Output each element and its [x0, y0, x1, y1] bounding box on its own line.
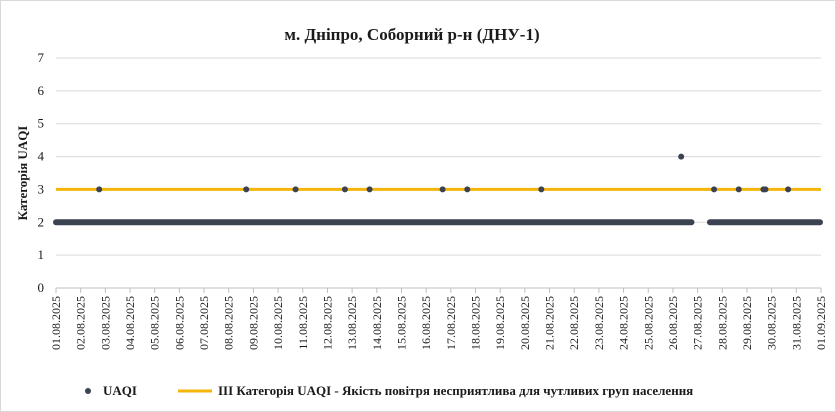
grid-lines	[55, 57, 822, 293]
y-tick-labels: 0 1 2 3 4 5 6 7	[38, 50, 45, 295]
uaqi-point	[341, 186, 348, 193]
uaqi-series	[53, 153, 823, 226]
x-tick-label: 20.08.2025	[518, 296, 532, 350]
y-tick-label: 5	[38, 116, 45, 131]
legend-threshold-label: ІІІ Категорія UAQI - Якість повітря несп…	[218, 383, 693, 398]
y-tick-label: 2	[38, 214, 45, 229]
x-tick-label: 14.08.2025	[370, 296, 384, 350]
uaqi-point	[762, 186, 769, 193]
x-tick-label: 29.08.2025	[740, 296, 754, 350]
x-tick-label: 05.08.2025	[148, 296, 162, 350]
x-tick-label: 19.08.2025	[493, 296, 507, 350]
x-tick-label: 01.08.2025	[49, 296, 63, 350]
legend: UAQI ІІІ Категорія UAQI - Якість повітря…	[85, 383, 693, 398]
x-tick-labels: 01.08.2025 02.08.2025 03.08.2025 04.08.2025…	[49, 296, 828, 350]
chart-title: м. Дніпро, Соборний р-н (ДНУ-1)	[284, 25, 539, 44]
y-tick-label: 6	[38, 83, 45, 98]
x-tick-label: 03.08.2025	[98, 296, 112, 350]
x-tick-label: 25.08.2025	[641, 296, 655, 350]
x-tick-label: 17.08.2025	[444, 296, 458, 350]
uaqi-point	[366, 186, 373, 193]
uaqi-point	[243, 186, 250, 193]
x-tick-label: 11.08.2025	[296, 296, 310, 350]
x-tick-label: 07.08.2025	[197, 296, 211, 350]
x-tick-label: 01.09.2025	[814, 296, 828, 350]
uaqi-point	[711, 186, 718, 193]
x-tick-label: 24.08.2025	[617, 296, 631, 350]
y-tick-label: 0	[38, 280, 45, 295]
y-tick-label: 4	[38, 149, 45, 164]
x-tick-label: 28.08.2025	[715, 296, 729, 350]
x-tick-label: 10.08.2025	[271, 296, 285, 350]
legend-uaqi-marker	[85, 388, 91, 394]
x-tick-label: 30.08.2025	[765, 296, 779, 350]
x-tick-label: 31.08.2025	[789, 296, 803, 350]
uaqi-point	[678, 153, 685, 160]
y-tick-label: 3	[38, 181, 45, 196]
x-tick-label: 16.08.2025	[419, 296, 433, 350]
x-tick-label: 18.08.2025	[469, 296, 483, 350]
y-tick-label: 1	[38, 247, 45, 262]
x-tick-label: 15.08.2025	[394, 296, 408, 350]
y-tick-label: 7	[38, 50, 45, 65]
x-tick-label: 27.08.2025	[691, 296, 705, 350]
x-tick-label: 04.08.2025	[123, 296, 137, 350]
x-tick-label: 13.08.2025	[345, 296, 359, 350]
x-tick-label: 23.08.2025	[592, 296, 606, 350]
uaqi-point	[785, 186, 792, 193]
x-tick-label: 08.08.2025	[222, 296, 236, 350]
uaqi-point	[439, 186, 446, 193]
legend-uaqi-label: UAQI	[103, 383, 137, 398]
x-tick-label: 21.08.2025	[543, 296, 557, 350]
x-tick-label: 26.08.2025	[666, 296, 680, 350]
x-tick-label: 09.08.2025	[246, 296, 260, 350]
uaqi-point	[292, 186, 299, 193]
x-tick-label: 06.08.2025	[172, 296, 186, 350]
uaqi-point	[464, 186, 471, 193]
uaqi-point	[735, 186, 742, 193]
y-axis-label: Категорія UAQI	[15, 126, 30, 221]
x-tick-label: 12.08.2025	[320, 296, 334, 350]
uaqi-point	[538, 186, 545, 193]
x-tick-label: 02.08.2025	[74, 296, 88, 350]
uaqi-point	[96, 186, 103, 193]
x-tick-label: 22.08.2025	[567, 296, 581, 350]
